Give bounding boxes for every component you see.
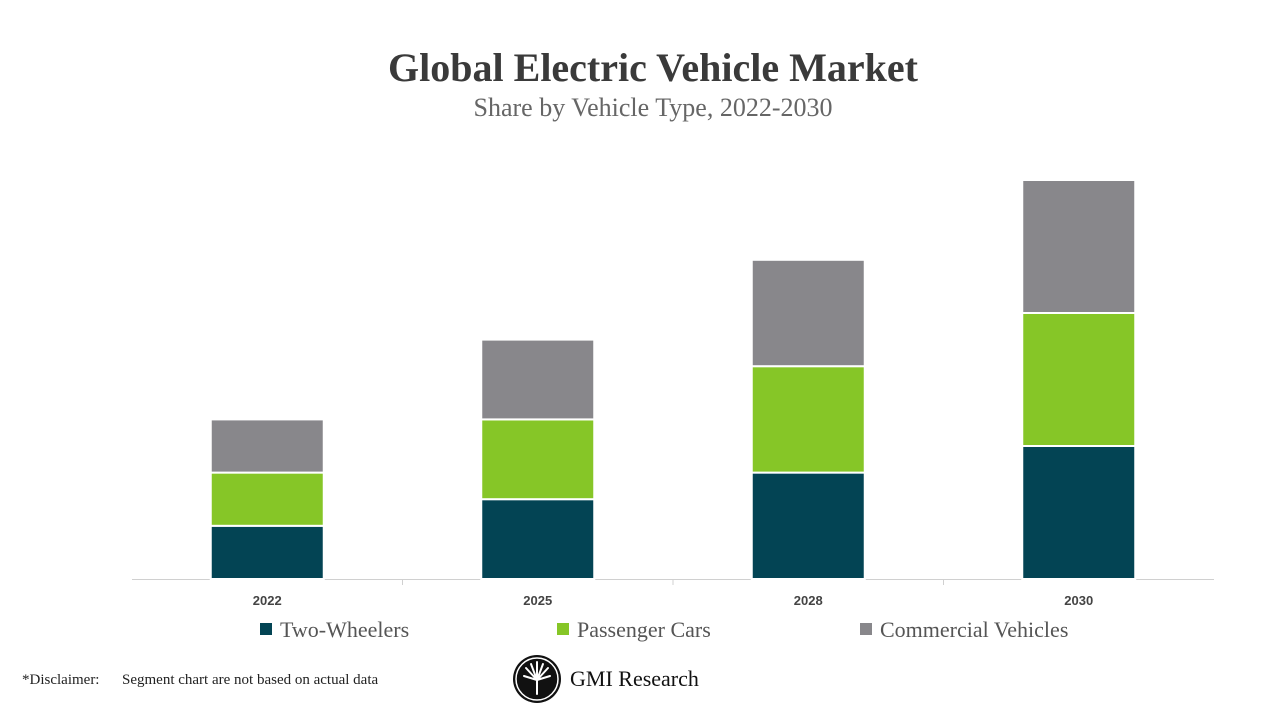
disclaimer-label: *Disclaimer: [22, 672, 99, 688]
bar-segment [750, 365, 866, 474]
disclaimer-text: Segment chart are not based on actual da… [122, 672, 378, 688]
bar-segment [209, 524, 325, 580]
legend-swatch [557, 623, 569, 635]
logo [513, 655, 561, 703]
bar-segment [1021, 179, 1137, 314]
bar-segment [480, 418, 596, 501]
brand: GMI Research [570, 666, 699, 691]
x-tick-label: 2028 [794, 593, 823, 608]
chart-title: Global Electric Vehicle Market [388, 45, 919, 90]
legend-swatch [260, 623, 272, 635]
x-tick-label: 2025 [523, 593, 552, 608]
bar-segment [750, 471, 866, 581]
legend-label: Commercial Vehicles [880, 617, 1068, 642]
bar-segment [480, 498, 596, 581]
bar-segment [209, 471, 325, 527]
bar-segment [209, 418, 325, 474]
legend-label: Two-Wheelers [280, 617, 409, 642]
chart-subtitle: Share by Vehicle Type, 2022-2030 [474, 93, 833, 122]
bar-segment [1021, 445, 1137, 580]
legend-swatch [860, 623, 872, 635]
x-tick-label: 2022 [253, 593, 282, 608]
bar-segment [750, 258, 866, 368]
x-tick-label: 2030 [1064, 593, 1093, 608]
bar-segment [1021, 312, 1137, 447]
bar-segment [480, 338, 596, 421]
legend-label: Passenger Cars [577, 617, 711, 642]
